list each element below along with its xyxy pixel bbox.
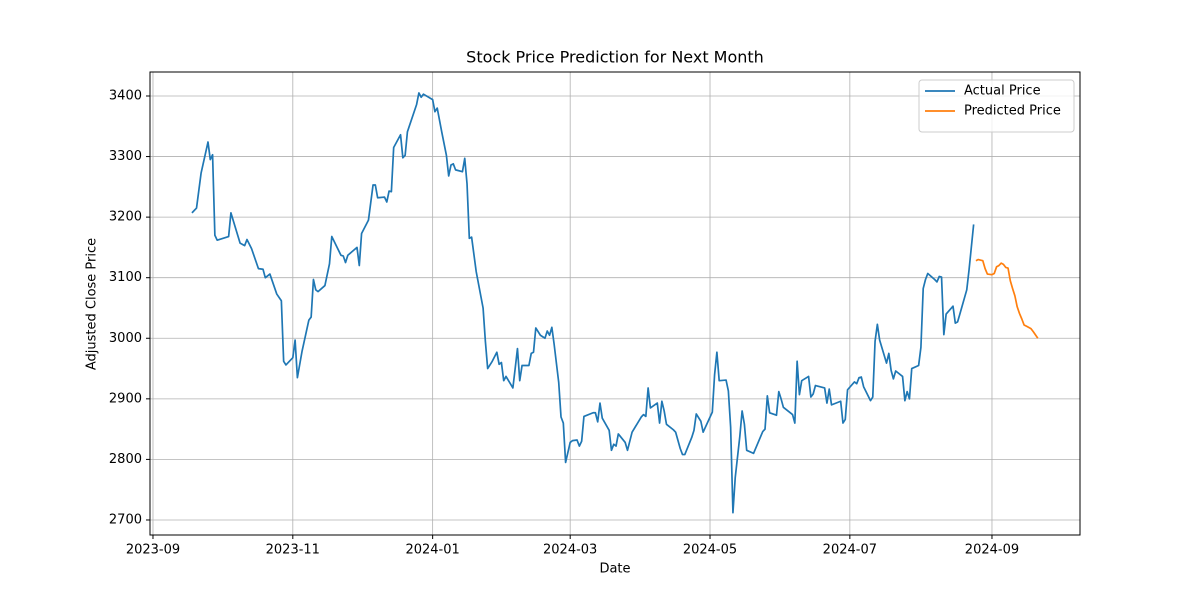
grid (150, 72, 1080, 535)
legend-box (918, 79, 1075, 133)
y-tick-label: 2900 (109, 391, 142, 406)
x-tick-label: 2024-01 (405, 543, 459, 558)
y-tick-label: 2800 (109, 452, 142, 467)
axes-frame (149, 71, 1081, 536)
y-tick-label: 2700 (109, 512, 142, 527)
legend: Actual Price Predicted Price (918, 79, 1075, 133)
x-axis-label: Date (599, 562, 630, 577)
x-tick-label: 2024-03 (543, 543, 597, 558)
series-line (975, 258, 1039, 339)
y-axis-label: Adjusted Close Price (85, 238, 100, 370)
legend-label: Actual Price (964, 84, 1041, 99)
y-tick-label: 3000 (109, 331, 142, 346)
legend-label: Predicted Price (964, 104, 1061, 119)
series-line (191, 92, 975, 514)
x-tick-label: 2024-09 (965, 543, 1019, 558)
y-tick-label: 3300 (109, 149, 142, 164)
x-tick-label: 2024-05 (683, 543, 737, 558)
plot-area (191, 92, 1039, 514)
y-tick-label: 3200 (109, 210, 142, 225)
x-tick-label: 2023-11 (266, 543, 320, 558)
x-tick-label: 2024-07 (823, 543, 877, 558)
chart-title: Stock Price Prediction for Next Month (466, 48, 764, 67)
y-tick-label: 3100 (109, 270, 142, 285)
x-tick-label: 2023-09 (126, 543, 180, 558)
y-tick-label: 3400 (109, 88, 142, 103)
